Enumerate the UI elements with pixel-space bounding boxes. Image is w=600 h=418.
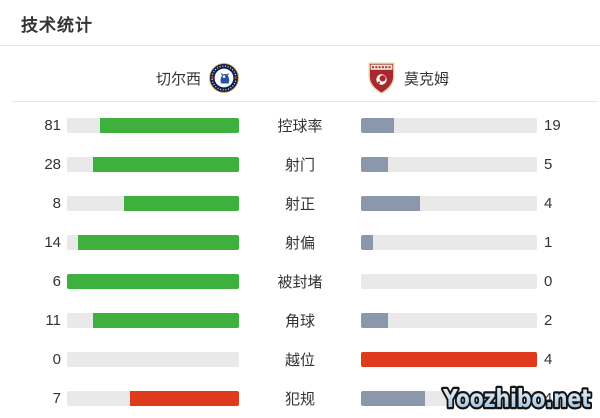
stat-label: 越位 bbox=[284, 352, 315, 369]
home-bar-fill bbox=[93, 313, 239, 328]
away-bar-fill bbox=[361, 118, 395, 133]
away-bar-fill bbox=[361, 352, 537, 367]
stat-label: 控球率 bbox=[277, 118, 323, 135]
away-value: 2 bbox=[544, 312, 553, 329]
home-bar-fill bbox=[78, 235, 239, 250]
stat-label: 射门 bbox=[284, 157, 315, 174]
away-bar-fill bbox=[361, 313, 389, 328]
stat-label: 射偏 bbox=[284, 235, 315, 252]
stat-label: 被封堵 bbox=[277, 274, 323, 291]
away-value: 5 bbox=[544, 156, 553, 173]
home-bar-fill bbox=[93, 157, 239, 172]
away-team: 莫克姆 bbox=[368, 58, 449, 98]
away-value: 4 bbox=[544, 195, 553, 212]
stat-row: 81 控球率 19 bbox=[0, 106, 600, 145]
away-bar bbox=[361, 313, 537, 328]
away-bar bbox=[361, 235, 537, 250]
home-value: 8 bbox=[52, 195, 61, 212]
home-bar-fill bbox=[67, 274, 239, 289]
home-team: 切尔西 bbox=[0, 58, 239, 98]
away-bar-fill bbox=[361, 196, 420, 211]
stat-row: 0 越位 4 bbox=[0, 340, 600, 379]
home-bar-fill bbox=[99, 118, 239, 133]
stat-row: 28 射门 5 bbox=[0, 145, 600, 184]
away-team-name: 莫克姆 bbox=[404, 70, 450, 88]
home-bar bbox=[67, 352, 239, 367]
page-title: 技术统计 bbox=[21, 16, 93, 35]
home-value: 7 bbox=[52, 390, 61, 407]
home-bar-fill bbox=[129, 391, 239, 406]
away-bar bbox=[361, 157, 537, 172]
home-bar bbox=[67, 391, 239, 406]
home-bar bbox=[67, 313, 239, 328]
home-value: 81 bbox=[44, 117, 61, 134]
stat-label: 角球 bbox=[284, 313, 315, 330]
stat-row: 11 角球 2 bbox=[0, 301, 600, 340]
away-bar-fill bbox=[361, 157, 388, 172]
away-value: 0 bbox=[544, 273, 553, 290]
divider bbox=[0, 45, 600, 46]
away-bar bbox=[361, 391, 537, 406]
stat-row: 8 射正 4 bbox=[0, 184, 600, 223]
team-header: 切尔西 莫克姆 bbox=[0, 58, 600, 98]
stat-row: 6 被封堵 0 bbox=[0, 262, 600, 301]
home-value: 14 bbox=[44, 234, 61, 251]
home-team-name: 切尔西 bbox=[155, 70, 201, 88]
away-bar bbox=[361, 118, 537, 133]
away-value: 19 bbox=[544, 117, 561, 134]
away-bar-fill bbox=[361, 391, 425, 406]
away-bar bbox=[361, 352, 537, 367]
chelsea-crest-icon bbox=[209, 63, 239, 93]
stat-row: 7 犯规 4 bbox=[0, 379, 600, 418]
home-bar-fill bbox=[124, 196, 239, 211]
away-value: 4 bbox=[544, 351, 553, 368]
home-value: 6 bbox=[52, 273, 61, 290]
home-bar bbox=[67, 235, 239, 250]
home-bar bbox=[67, 157, 239, 172]
home-value: 28 bbox=[44, 156, 61, 173]
divider bbox=[12, 101, 598, 102]
home-bar bbox=[67, 274, 239, 289]
stat-row: 14 射偏 1 bbox=[0, 223, 600, 262]
home-bar bbox=[67, 196, 239, 211]
home-value: 0 bbox=[52, 351, 61, 368]
away-value: 4 bbox=[544, 390, 553, 407]
away-value: 1 bbox=[544, 234, 553, 251]
stat-label: 射正 bbox=[284, 196, 315, 213]
away-bar bbox=[361, 274, 537, 289]
stats-list: 81 控球率 19 28 射门 5 8 bbox=[0, 106, 600, 418]
away-bar bbox=[361, 196, 537, 211]
home-bar bbox=[67, 118, 239, 133]
home-value: 11 bbox=[45, 312, 61, 329]
morecambe-crest-icon bbox=[368, 62, 395, 94]
stat-label: 犯规 bbox=[284, 391, 315, 408]
away-bar-fill bbox=[361, 235, 373, 250]
